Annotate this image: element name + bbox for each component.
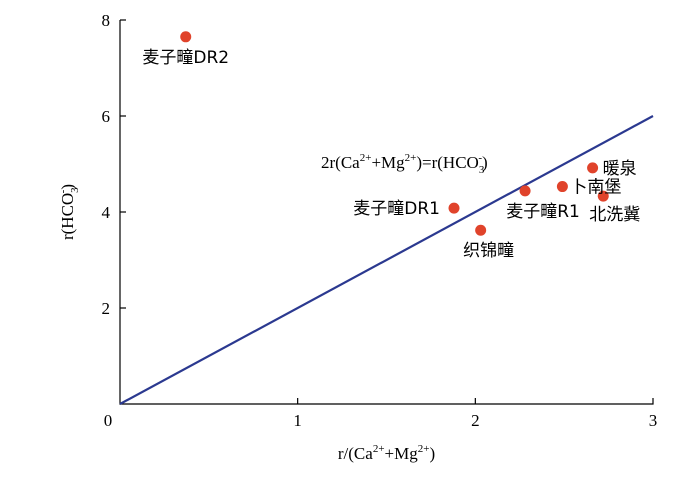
point-label: 织锦疃 [463, 241, 514, 261]
reference-line [119, 115, 654, 405]
point-label: 麦子疃DR1 [353, 199, 440, 219]
x-tick-label: 0 [104, 411, 113, 430]
reference-line-label: 2r(Ca2++Mg2+)=r(HCO3-) [321, 152, 488, 176]
y-tick-label: 8 [102, 11, 111, 30]
point-label: 麦子疃DR2 [142, 48, 229, 68]
data-point [519, 185, 531, 197]
data-point [448, 202, 460, 214]
data-point [587, 162, 599, 174]
x-tick-label: 3 [649, 411, 658, 430]
reference-line-group: 2r(Ca2++Mg2+)=r(HCO3-) [119, 115, 654, 405]
data-point [180, 31, 192, 43]
axes: 0 1 2 3 2 4 6 8 r/(Ca2++Mg2+) r(HCO3-) [57, 11, 657, 463]
y-tick-label: 6 [102, 107, 111, 126]
point-label: 暖泉 [603, 159, 637, 179]
data-point [475, 224, 487, 236]
points-group [180, 31, 609, 236]
y-tick-label: 4 [102, 203, 111, 222]
x-tick-label: 2 [471, 411, 480, 430]
y-tick-label: 2 [102, 299, 111, 318]
point-label: 卜南堡 [570, 178, 621, 198]
data-point [597, 190, 609, 202]
x-axis-title: r/(Ca2++Mg2+) [338, 443, 435, 463]
point-label: 麦子疃R1 [506, 202, 580, 222]
y-axis-title: r(HCO3-) [57, 184, 81, 240]
point-label: 北洗冀 [589, 205, 640, 225]
data-point [556, 181, 568, 193]
x-tick-label: 1 [293, 411, 302, 430]
